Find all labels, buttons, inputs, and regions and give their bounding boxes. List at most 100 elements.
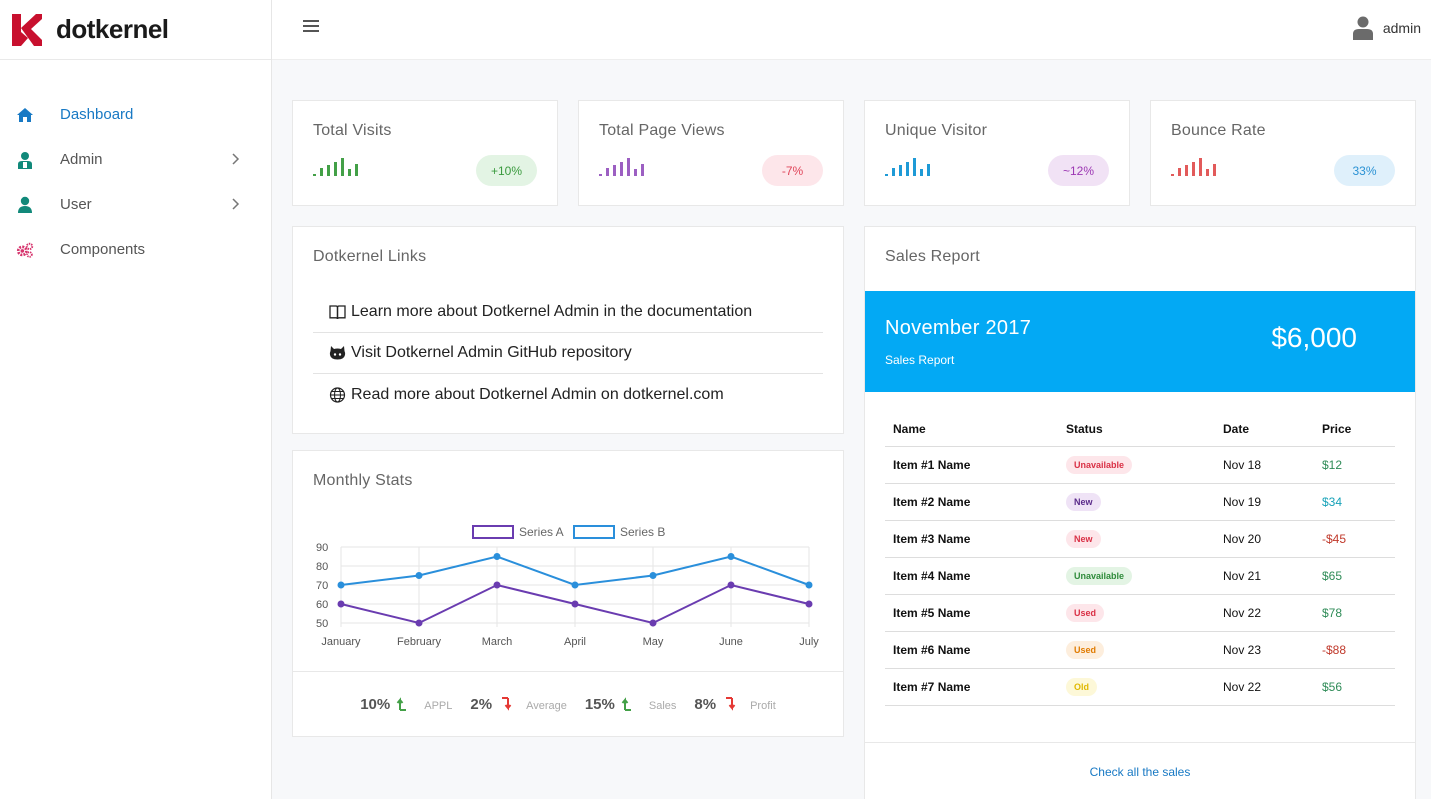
banner-month: November 2017 — [885, 317, 1032, 339]
data-point — [337, 581, 345, 589]
legend-label: Series B — [620, 525, 665, 539]
data-point — [571, 600, 579, 608]
banner-amount: $6,000 — [1271, 322, 1357, 353]
stat-value: 8% — [694, 695, 717, 713]
stat-appl: 10% APPL — [360, 696, 452, 713]
table-row: Item #4 Name Unavailable Nov 21 $65 — [885, 557, 1395, 595]
sparkline-bar — [892, 168, 895, 176]
link-text: Read more about Dotkernel Admin on dotke… — [351, 385, 724, 403]
stat-sales: 15% Sales — [585, 696, 677, 713]
date-cell: Nov 22 — [1215, 668, 1314, 706]
brand[interactable]: dotkernel — [0, 0, 271, 60]
sparkline-bar — [355, 164, 358, 176]
sparkline-bar — [613, 165, 616, 176]
sparkline-bar — [627, 158, 630, 176]
date-cell: Nov 20 — [1215, 520, 1314, 558]
status-cell: Used — [1058, 594, 1215, 632]
price-cell: $56 — [1314, 668, 1395, 706]
sparkline-bar — [899, 165, 902, 176]
sparkline-bar — [620, 162, 623, 176]
arrow-up-icon — [621, 697, 631, 711]
date-cell: Nov 22 — [1215, 594, 1314, 632]
sidebar-nav: Dashboard Admin User — [0, 60, 271, 272]
monthly-stats-summary: 10% APPL 2% Average 15% Sales 8% Profit — [293, 671, 843, 736]
sparkline-bar — [906, 162, 909, 176]
stat-card-title: Total Page Views — [599, 122, 725, 139]
link-text: Learn more about Dotkernel Admin in the … — [351, 303, 753, 320]
sparkline-bar — [313, 174, 316, 176]
sparkline-bar — [327, 165, 330, 176]
price-cell: $34 — [1314, 483, 1395, 521]
sidebar-item-user[interactable]: User — [0, 182, 271, 227]
data-point — [493, 553, 501, 560]
table-row: Item #2 Name New Nov 19 $34 — [885, 483, 1395, 521]
status-badge: Used — [1066, 640, 1105, 659]
sidebar-item-components[interactable]: Components — [0, 227, 271, 272]
data-point — [415, 572, 423, 579]
menu-toggle-icon[interactable] — [302, 18, 320, 34]
sparkline-icon — [885, 158, 930, 176]
table-header-row: Name Status Date Price — [885, 413, 1395, 447]
data-point — [727, 581, 735, 589]
book-icon — [329, 305, 346, 320]
arrow-down-icon — [726, 697, 736, 711]
user-menu[interactable]: admin — [1352, 16, 1421, 40]
sales-report-title: Sales Report — [885, 248, 980, 265]
links-card: Dotkernel Links Learn more about Dotkern… — [292, 226, 844, 434]
table-row: Item #7 Name Old Nov 22 $56 — [885, 668, 1395, 706]
status-badge: New — [1066, 529, 1101, 548]
date-cell: Nov 18 — [1215, 446, 1314, 484]
data-point — [493, 581, 501, 589]
link-website[interactable]: Read more about Dotkernel Admin on dotke… — [313, 374, 823, 415]
sparkline-bar — [920, 169, 923, 176]
date-cell: Nov 19 — [1215, 483, 1314, 521]
stat-value: 15% — [584, 695, 615, 713]
cogs-icon — [16, 241, 34, 259]
item-name: Item #7 Name — [885, 668, 1058, 706]
sidebar-item-dashboard[interactable]: Dashboard — [0, 92, 271, 137]
y-tick-label: 50 — [316, 618, 328, 630]
data-point — [571, 581, 579, 589]
status-badge: New — [1066, 492, 1101, 511]
sidebar-item-label: User — [60, 196, 92, 213]
price-cell: $78 — [1314, 594, 1395, 632]
date-cell: Nov 23 — [1215, 631, 1314, 669]
sparkline-bar — [913, 158, 916, 176]
link-documentation[interactable]: Learn more about Dotkernel Admin in the … — [313, 292, 823, 333]
status-badge: Old — [1066, 677, 1097, 696]
x-tick-label: May — [643, 636, 664, 648]
status-cell: Old — [1058, 668, 1215, 706]
sparkline-bar — [1171, 174, 1174, 176]
sparkline-icon — [1171, 158, 1216, 176]
sparkline-bar — [885, 174, 888, 176]
data-point — [649, 619, 657, 627]
sparkline-bar — [599, 174, 602, 176]
sidebar-item-admin[interactable]: Admin — [0, 137, 271, 182]
stat-average: 2% Average — [470, 696, 566, 713]
sparkline-icon — [599, 158, 644, 176]
link-github[interactable]: Visit Dotkernel Admin GitHub repository — [313, 333, 823, 374]
banner-subtitle: Sales Report — [885, 353, 955, 367]
dotkernel-logo-icon — [12, 13, 44, 46]
chevron-right-icon — [232, 198, 240, 210]
links-list: Learn more about Dotkernel Admin in the … — [313, 292, 823, 415]
item-name: Item #6 Name — [885, 631, 1058, 669]
sparkline-bar — [1178, 168, 1181, 176]
x-tick-label: February — [397, 636, 442, 648]
legend-label: Series A — [519, 525, 564, 539]
y-tick-label: 90 — [316, 542, 328, 554]
stat-card-title: Unique Visitor — [885, 122, 988, 139]
data-point — [727, 553, 735, 560]
check-all-sales-link[interactable]: Check all the sales — [1089, 765, 1191, 779]
stat-badge: ~12% — [1048, 155, 1109, 186]
table-row: Item #5 Name Used Nov 22 $78 — [885, 594, 1395, 632]
x-tick-label: July — [799, 636, 819, 648]
date-cell: Nov 21 — [1215, 557, 1314, 595]
data-point — [415, 619, 423, 627]
sparkline-bar — [1213, 164, 1216, 176]
stat-label: APPL — [424, 700, 453, 712]
column-header: Date — [1215, 413, 1314, 447]
user-avatar-icon — [1352, 16, 1373, 40]
column-header: Status — [1058, 413, 1215, 447]
user-icon — [16, 196, 34, 214]
